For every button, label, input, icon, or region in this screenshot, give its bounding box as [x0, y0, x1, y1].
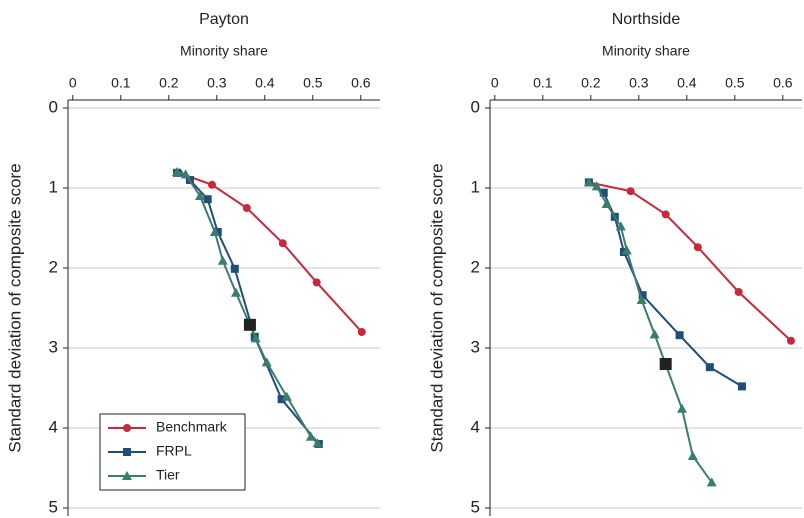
y-axis-label: Standard deviation of composite score [427, 163, 446, 452]
y-axis-label: Standard deviation of composite score [5, 163, 24, 452]
x-tick-label: 0.3 [629, 75, 649, 91]
marker [615, 221, 626, 231]
marker [242, 204, 251, 212]
marker [626, 187, 635, 196]
x-axis-label: Minority share [180, 43, 268, 59]
marker [278, 239, 287, 248]
marker [636, 295, 647, 304]
y-tick-label: 3 [49, 337, 58, 356]
legend-label: Benchmark [156, 419, 228, 435]
x-tick-label: 0.6 [773, 75, 793, 91]
highlight-marker [659, 358, 672, 370]
marker [599, 188, 608, 197]
series-line [176, 171, 319, 444]
marker [601, 199, 612, 208]
marker [305, 431, 316, 441]
marker [705, 363, 714, 372]
marker [281, 391, 292, 401]
x-tick-label: 0 [69, 75, 77, 91]
legend-label: Tier [156, 467, 180, 483]
marker [195, 191, 205, 200]
marker [357, 328, 366, 336]
marker [208, 180, 216, 189]
y-tick-label: 2 [471, 257, 480, 276]
x-tick-label: 0.2 [581, 75, 601, 91]
legend-label: FRPL [156, 443, 192, 459]
marker [693, 243, 702, 252]
y-tick-label: 4 [49, 417, 58, 436]
y-tick-label: 4 [471, 417, 480, 436]
marker [661, 210, 670, 219]
marker [217, 255, 228, 265]
y-tick-label: 1 [49, 177, 58, 196]
series-line [588, 181, 792, 342]
marker [261, 357, 272, 367]
marker [675, 331, 684, 340]
x-tick-label: 0.2 [159, 75, 179, 91]
x-tick-label: 0.4 [677, 75, 697, 91]
marker [250, 333, 261, 343]
highlight-marker [243, 318, 256, 331]
marker [687, 451, 698, 460]
marker [738, 382, 746, 391]
y-tick-label: 0 [49, 97, 58, 116]
marker [277, 395, 286, 404]
marker [786, 336, 795, 345]
x-tick-label: 0 [491, 75, 499, 91]
marker [180, 169, 191, 179]
y-tick-label: 3 [471, 337, 480, 356]
marker [706, 477, 717, 487]
marker [123, 448, 131, 456]
y-tick-label: 5 [49, 497, 58, 516]
marker [213, 228, 222, 236]
marker [171, 167, 182, 176]
x-tick-label: 0.3 [207, 75, 227, 91]
y-tick-label: 0 [471, 97, 480, 116]
marker [734, 288, 743, 296]
x-tick-label: 0.4 [255, 75, 275, 91]
marker [123, 424, 131, 432]
x-tick-label: 0.1 [111, 75, 131, 91]
marker [649, 329, 660, 339]
x-tick-label: 0.6 [351, 75, 371, 91]
x-tick-label: 0.5 [303, 75, 323, 91]
marker [230, 264, 239, 273]
marker [231, 287, 241, 297]
y-tick-label: 1 [471, 177, 480, 196]
marker [203, 195, 212, 204]
x-tick-label: 0.5 [725, 75, 745, 91]
chart-title: Payton [199, 11, 249, 28]
chart-title: Northside [612, 11, 681, 28]
marker [312, 278, 321, 287]
marker [591, 181, 602, 191]
marker [621, 245, 632, 255]
marker [209, 227, 220, 236]
marker [677, 403, 687, 413]
x-tick-label: 0.1 [533, 75, 553, 91]
marker [638, 291, 647, 300]
y-tick-label: 5 [471, 497, 480, 516]
series-line [178, 171, 363, 333]
marker [312, 438, 323, 448]
series-line [588, 181, 713, 483]
y-tick-label: 2 [49, 257, 58, 276]
marker [122, 471, 132, 480]
marker [583, 177, 594, 187]
series-line [176, 171, 320, 445]
x-axis-label: Minority share [602, 43, 690, 59]
